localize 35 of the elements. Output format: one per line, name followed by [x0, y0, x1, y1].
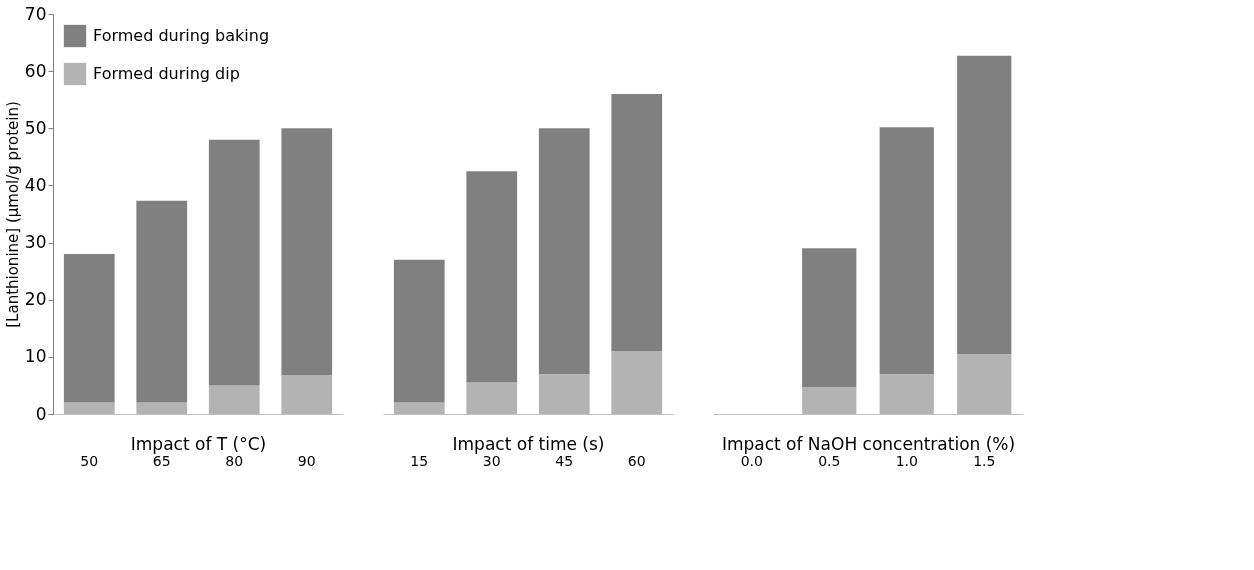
y-tick-label: 0 — [35, 403, 47, 424]
x-tick-label: 15 — [410, 452, 429, 469]
x-tick-label: 90 — [297, 452, 316, 469]
y-tick-label: 10 — [24, 346, 47, 367]
bar — [63, 254, 115, 403]
bar — [879, 127, 934, 374]
bar — [611, 94, 663, 352]
x-axis-title: Impact of NaOH concentration (%) — [721, 433, 1016, 454]
x-tick-label: 1.5 — [973, 452, 996, 469]
y-axis-title: [Lanthionine] (µmol/g protein) — [3, 101, 22, 328]
x-axis-title: Impact of T (°C) — [130, 433, 267, 454]
bar — [208, 139, 260, 386]
bar — [957, 55, 1012, 354]
bar — [393, 259, 445, 403]
y-tick-label: 50 — [24, 117, 47, 138]
x-tick-label: 50 — [80, 452, 99, 469]
x-axis-title: Impact of time (s) — [452, 433, 605, 454]
x-tick-label: 30 — [482, 452, 501, 469]
legend-label: Formed during baking — [93, 26, 270, 45]
x-tick-label: 1.0 — [895, 452, 918, 469]
legend-label: Formed during dip — [93, 64, 240, 83]
y-tick-label: 30 — [24, 232, 47, 253]
y-tick-label: 40 — [24, 174, 47, 195]
bar — [538, 128, 590, 374]
x-tick-label: 80 — [225, 452, 244, 469]
y-tick-label: 60 — [24, 60, 47, 81]
bar — [136, 200, 188, 403]
bar — [802, 248, 857, 388]
y-tick-label: 70 — [24, 3, 47, 24]
bar — [466, 171, 518, 383]
x-tick-label: 45 — [555, 452, 574, 469]
y-tick-label: 20 — [24, 289, 47, 310]
x-tick-label: 0.5 — [818, 452, 841, 469]
bar — [281, 128, 333, 376]
x-tick-label: 60 — [627, 452, 646, 469]
